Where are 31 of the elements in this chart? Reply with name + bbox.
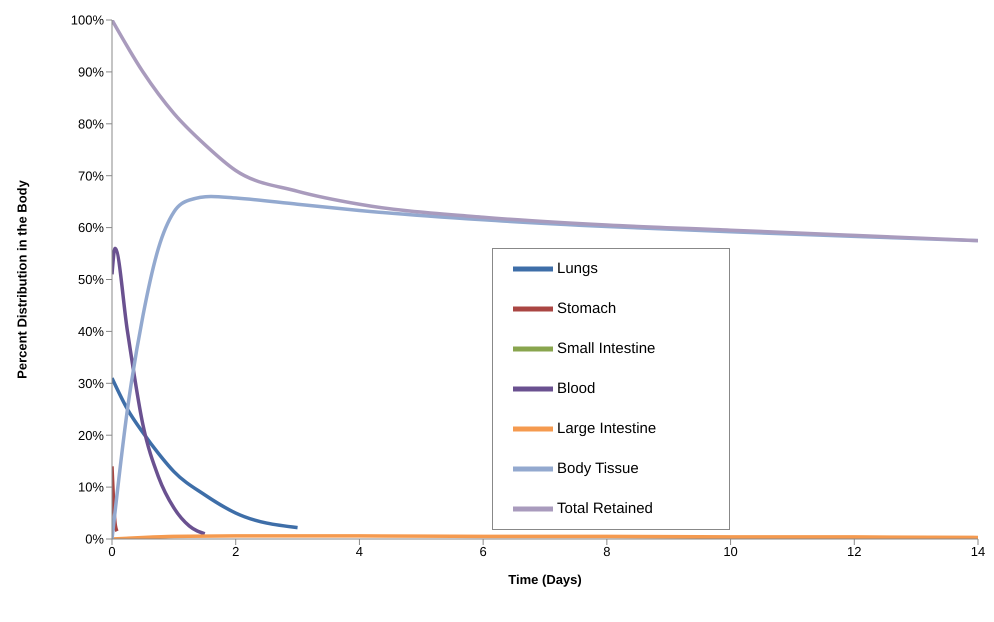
x-tick-label: 0 xyxy=(108,544,116,560)
x-tick-label: 10 xyxy=(723,544,738,560)
y-tick-label: 10% xyxy=(78,480,104,495)
legend-label: Large Intestine xyxy=(557,420,656,437)
y-axis-title: Percent Distribution in the Body xyxy=(14,179,30,379)
x-tick-label: 8 xyxy=(603,544,610,560)
y-tick-label: 60% xyxy=(78,220,104,236)
line-series xyxy=(112,20,978,242)
legend-label: Blood xyxy=(557,380,596,397)
x-axis-title: Time (Days) xyxy=(508,572,582,587)
line-series xyxy=(112,246,207,536)
legend-label: Stomach xyxy=(557,300,616,317)
legend-label: Small Intestine xyxy=(557,340,656,357)
legend-label: Total Retained xyxy=(557,500,653,517)
x-tick-label: 2 xyxy=(232,544,240,560)
y-tick-label: 80% xyxy=(78,116,104,132)
x-tick-label: 14 xyxy=(970,544,986,560)
x-tick-label: 4 xyxy=(356,544,364,560)
y-tick-label: 40% xyxy=(78,324,104,340)
y-tick-label: 100% xyxy=(70,12,104,28)
y-tick-label: 90% xyxy=(78,64,104,80)
y-tick-label: 20% xyxy=(78,428,104,443)
y-tick-label: 70% xyxy=(78,168,104,184)
y-tick-label: 50% xyxy=(78,272,104,288)
line-series xyxy=(112,376,300,530)
y-tick-label: 0% xyxy=(85,532,104,547)
legend-label: Body Tissue xyxy=(557,460,639,477)
y-tick-label: 30% xyxy=(78,376,104,391)
x-tick-label: 6 xyxy=(480,544,487,560)
legend-label: Lungs xyxy=(557,260,598,277)
x-tick-label: 12 xyxy=(847,544,862,560)
